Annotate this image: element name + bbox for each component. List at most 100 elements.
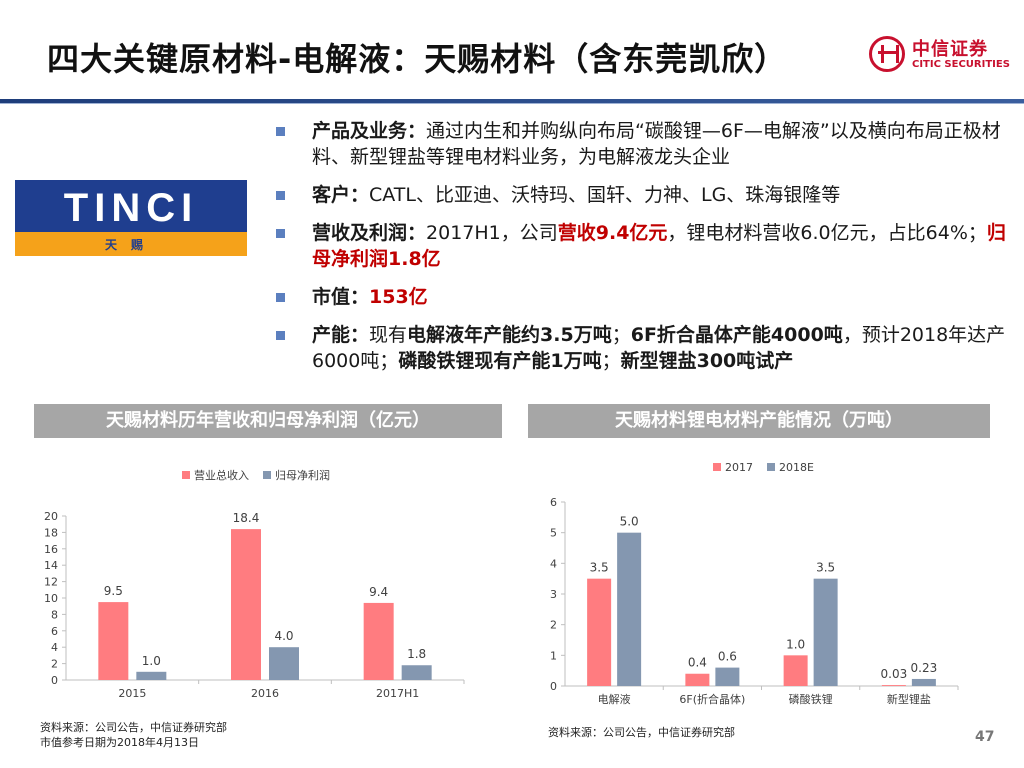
highlight-revenue: 营收9.4亿元 (557, 222, 668, 244)
bar (911, 678, 936, 686)
bullet-business: 产品及业务：通过内生和并购纵向布局“碳酸锂—6F—电解液”以及横向布局正极材料、… (270, 118, 1015, 170)
bar (401, 665, 432, 680)
tinci-logo-strip: 天赐 (15, 232, 247, 256)
legend-swatch (767, 463, 775, 471)
bar (685, 673, 710, 686)
slide-header: 四大关键原材料-电解液：天赐材料（含东莞凯欣） 中信证券 CITIC SECUR… (0, 0, 1024, 100)
x-tick-label: 2015 (118, 687, 146, 700)
bullet-text: ； (601, 350, 621, 372)
x-tick-label: 6F(折合晶体) (679, 692, 745, 706)
legend-label: 2018E (779, 461, 814, 474)
y-tick-label: 8 (51, 608, 58, 621)
highlight-electrolyte-capacity: 电解液年产能约3.5万吨 (407, 324, 612, 346)
data-label: 0.03 (881, 667, 908, 681)
data-label: 9.4 (369, 585, 388, 599)
bullet-text: CATL、比亚迪、沃特玛、国轩、力神、LG、珠海银隆等 (369, 184, 841, 206)
bar (783, 655, 808, 686)
bullet-market-cap: 市值：153亿 (270, 284, 1015, 310)
data-label: 0.23 (911, 661, 938, 675)
data-label: 1.8 (407, 647, 426, 661)
bullet-square-icon (276, 229, 285, 238)
slide-title: 四大关键原材料-电解液：天赐材料（含东莞凯欣） (47, 40, 788, 78)
x-tick-label: 磷酸铁锂 (789, 692, 833, 706)
capacity-chart-svg: 2017 2018E 0 1 2 3 4 5 6 电解液 3.5 5.0 6F(折合晶体) 0.4 0.6 磷… (550, 461, 959, 706)
bar (231, 529, 261, 680)
citic-emblem-icon (869, 36, 905, 72)
bullet-customers: 客户：CATL、比亚迪、沃特玛、国轩、力神、LG、珠海银隆等 (270, 182, 1015, 208)
data-label: 1.0 (142, 654, 161, 668)
x-tick-label: 电解液 (598, 692, 631, 706)
bullet-revenue-profit: 营收及利润：2017H1，公司营收9.4亿元，锂电材料营收6.0亿元，占比64%… (270, 220, 1015, 272)
y-tick-label: 10 (44, 592, 58, 605)
x-tick-label: 2017H1 (376, 687, 419, 700)
legend-swatch (263, 471, 271, 479)
left-source-note: 资料来源：公司公告，中信证券研究部 市值参考日期为2018年4月13日 (40, 720, 227, 750)
revenue-profit-chart: 营业总收入 归母净利润 0 2 4 6 8 10 12 14 16 18 20 2015 9.5 1.0 201… (34, 448, 504, 710)
title-divider-thin (0, 103, 1024, 104)
bullet-label: 营收及利润： (312, 222, 427, 244)
bullet-label: 客户： (312, 184, 370, 206)
bullet-text: ； (611, 324, 631, 346)
bar (617, 532, 642, 686)
tinci-logo-banner: TINCI (15, 180, 247, 232)
bar (587, 578, 612, 686)
y-tick-label: 20 (44, 510, 58, 523)
bullet-list: 产品及业务：通过内生和并购纵向布局“碳酸锂—6F—电解液”以及横向布局正极材料、… (270, 118, 1015, 386)
citic-securities-logo: 中信证券 CITIC SECURITIES (869, 34, 1010, 78)
highlight-new-salt: 新型锂盐300吨试产 (620, 350, 794, 372)
highlight-6f-capacity: 6F折合晶体产能4000吨 (630, 324, 843, 346)
y-tick-label: 1 (550, 649, 557, 662)
y-tick-label: 16 (44, 543, 58, 556)
y-tick-label: 4 (51, 641, 58, 654)
capacity-chart: 2017 2018E 0 1 2 3 4 5 6 电解液 3.5 5.0 6F(折合晶体) 0.4 0.6 磷… (528, 448, 990, 718)
y-tick-label: 12 (44, 576, 58, 589)
data-label: 9.5 (104, 584, 123, 598)
brand-name-en: CITIC SECURITIES (912, 59, 1010, 70)
data-label: 3.5 (590, 561, 609, 575)
x-tick-label: 2016 (251, 687, 279, 700)
bullet-text: 通过内生和并购纵向布局“碳酸锂—6F—电解液”以及横向布局正极材料、新型锂盐等锂… (312, 120, 1001, 168)
data-label: 4.0 (274, 629, 293, 643)
source-line: 资料来源：公司公告，中信证券研究部 (40, 721, 227, 734)
bar (269, 647, 299, 680)
legend-label: 2017 (725, 461, 753, 474)
bullet-square-icon (276, 191, 285, 200)
legend-swatch (182, 471, 190, 479)
y-tick-label: 6 (51, 625, 58, 638)
revenue-profit-chart-svg: 营业总收入 归母净利润 0 2 4 6 8 10 12 14 16 18 20 2015 9.5 1.0 201… (44, 468, 465, 700)
highlight-market-cap: 153亿 (369, 286, 428, 308)
data-label: 3.5 (816, 561, 835, 575)
legend-label: 营业总收入 (194, 468, 249, 482)
market-cap-date-note: 市值参考日期为2018年4月13日 (40, 736, 199, 749)
right-source-note: 资料来源：公司公告，中信证券研究部 (548, 726, 735, 739)
legend-swatch (713, 463, 721, 471)
bar (136, 671, 167, 680)
tinci-company-logo: TINCI 天赐 (15, 180, 247, 256)
legend-label: 归母净利润 (275, 468, 330, 482)
bullet-text: 现有 (369, 324, 408, 346)
data-label: 1.0 (786, 637, 805, 651)
y-tick-label: 3 (550, 588, 557, 601)
bar (881, 685, 906, 686)
brand-name-cn: 中信证券 (912, 39, 988, 60)
data-label: 18.4 (233, 511, 260, 525)
bullet-text: 2017H1，公司 (426, 222, 558, 244)
y-tick-label: 2 (51, 658, 58, 671)
bar (715, 667, 740, 686)
y-tick-label: 14 (44, 559, 58, 572)
bar (813, 578, 838, 686)
right-chart-header: 天赐材料锂电材料产能情况（万吨） (528, 404, 990, 438)
y-tick-label: 6 (550, 496, 557, 509)
y-tick-label: 4 (550, 557, 557, 570)
highlight-lfp-capacity: 磷酸铁锂现有产能1万吨 (398, 350, 602, 372)
left-chart-header: 天赐材料历年营收和归母净利润（亿元） (34, 404, 502, 438)
bullet-text: ，预计2018年达产6000吨； (312, 324, 1006, 372)
bullet-label: 市值： (312, 286, 370, 308)
y-tick-label: 0 (550, 680, 557, 693)
bullet-square-icon (276, 127, 285, 136)
highlight-net-profit: 归母净利润1.8亿 (312, 222, 1006, 270)
bullet-label: 产品及业务： (312, 120, 427, 142)
bullet-capacity: 产能：现有电解液年产能约3.5万吨；6F折合晶体产能4000吨，预计2018年达… (270, 322, 1015, 374)
data-label: 0.6 (718, 650, 737, 664)
title-divider (0, 99, 1024, 103)
